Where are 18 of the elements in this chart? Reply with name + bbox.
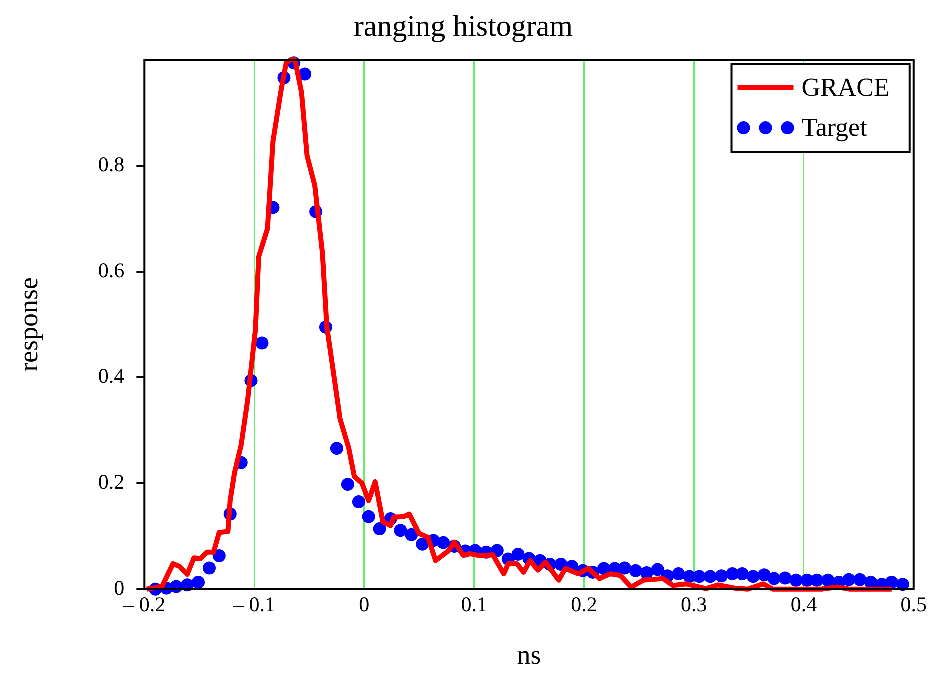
x-tick-label: – 0.2 — [122, 592, 166, 617]
legend-label: Target — [802, 112, 868, 142]
x-tick-label: 0.5 — [900, 592, 927, 617]
legend-label: GRACE — [802, 72, 890, 102]
x-tick-label: 0.1 — [461, 592, 488, 617]
x-tick-label: – 0.1 — [232, 592, 276, 617]
y-tick-label: 0.8 — [98, 152, 125, 176]
x-tick-label: 0.3 — [680, 592, 708, 617]
chart-title: ranging histogram — [354, 10, 574, 43]
y-tick-label: 0.6 — [98, 258, 125, 282]
y-axis-title: response — [13, 277, 44, 372]
x-tick-label: 0.2 — [571, 592, 598, 617]
y-tick-label: 0.2 — [98, 470, 125, 494]
y-tick-label: 0.4 — [98, 364, 126, 388]
y-tick-label: 0 — [114, 576, 125, 600]
x-axis-title: ns — [517, 640, 542, 670]
x-tick-label: 0.4 — [790, 592, 818, 617]
x-tick-label: 0 — [359, 592, 370, 617]
